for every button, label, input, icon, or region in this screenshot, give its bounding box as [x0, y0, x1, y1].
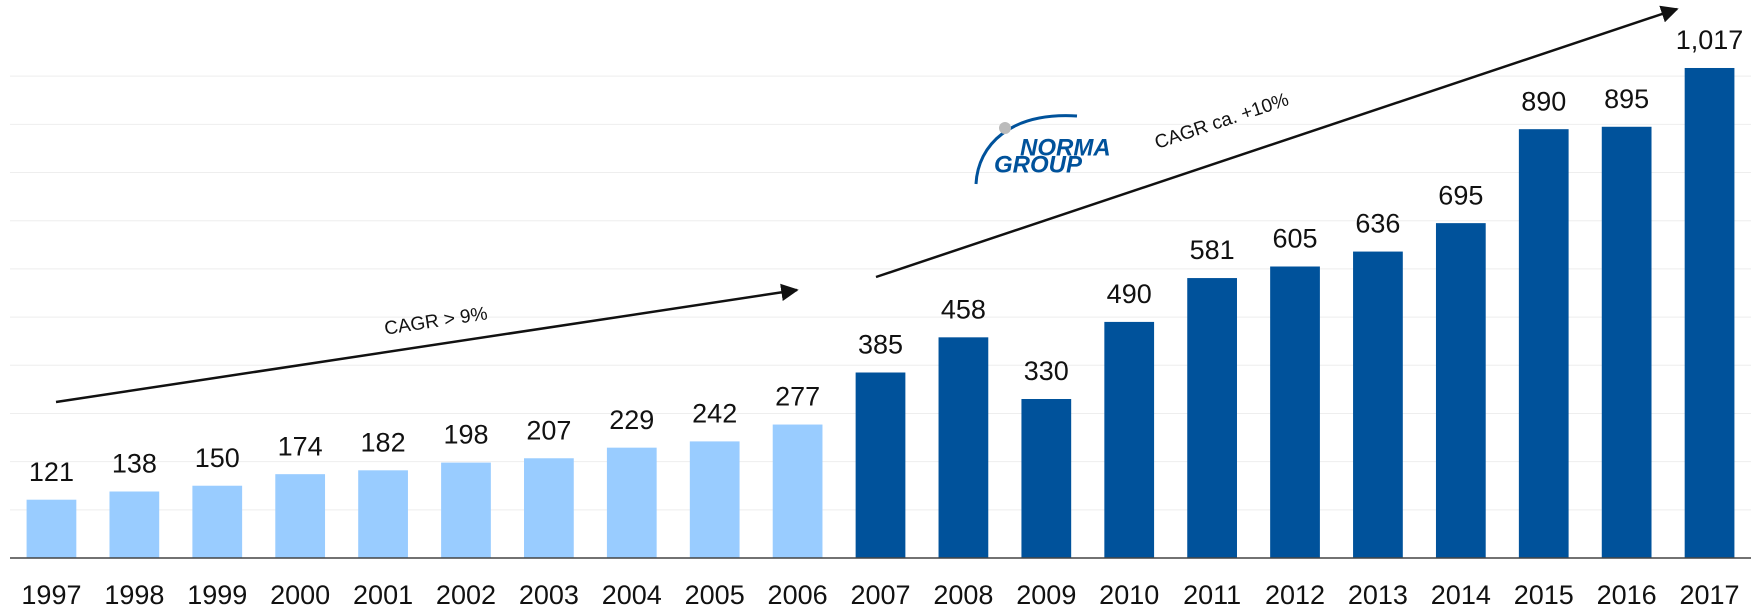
x-tick-label: 1997: [21, 580, 81, 610]
bar: [358, 470, 408, 558]
bar: [1104, 321, 1155, 558]
bar: [275, 474, 326, 558]
value-label: 695: [1438, 180, 1483, 210]
value-label: 895: [1604, 84, 1649, 114]
x-tick-label: 2012: [1265, 580, 1325, 610]
x-tick-label: 2015: [1514, 580, 1574, 610]
x-tick-label: 2004: [602, 580, 662, 610]
x-tick-label: 2010: [1099, 580, 1159, 610]
bar: [1684, 67, 1735, 558]
value-label: 138: [112, 449, 157, 479]
bar: [772, 424, 823, 558]
x-tick-label: 1998: [104, 580, 164, 610]
bar: [855, 372, 906, 558]
value-label: 385: [858, 330, 903, 360]
logo: NORMA GROUP: [974, 114, 1111, 185]
bars: 121 1997 138 1998 150 1999 174 2000 182 2001 198 20…: [10, 25, 1751, 610]
x-tick-label: 2000: [270, 580, 330, 610]
value-label: 458: [941, 294, 986, 324]
bar: [1435, 223, 1486, 559]
bar: [938, 337, 989, 558]
bar: [1270, 266, 1320, 558]
value-label: 174: [278, 431, 323, 461]
logo-text: NORMA: [1020, 134, 1111, 161]
bar: [1518, 129, 1569, 558]
annotation: CAGR > 9%: [383, 303, 489, 339]
value-label: 605: [1272, 224, 1317, 254]
value-label: 330: [1024, 356, 1069, 386]
bar: [1353, 251, 1403, 558]
bar: [441, 462, 491, 558]
x-tick-label: 2016: [1597, 580, 1657, 610]
x-tick-label: 2014: [1431, 580, 1491, 610]
value-label: 490: [1107, 279, 1152, 309]
value-label: 636: [1355, 209, 1400, 239]
x-tick-label: 2017: [1680, 580, 1740, 610]
value-label: 242: [692, 399, 737, 429]
x-tick-label: 1999: [187, 580, 247, 610]
logo-dot: [999, 122, 1011, 134]
value-label: 890: [1521, 86, 1566, 116]
x-tick-label: 2006: [768, 580, 828, 610]
x-tick-label: 2007: [850, 580, 910, 610]
x-tick-label: 2005: [685, 580, 745, 610]
x-tick-label: 2001: [353, 580, 413, 610]
value-label: 277: [775, 382, 820, 412]
value-label: 1,017: [1676, 25, 1744, 55]
bar: [109, 491, 160, 558]
x-tick-label: 2011: [1183, 580, 1241, 610]
value-label: 150: [195, 443, 240, 473]
bar: [689, 441, 740, 558]
x-tick-label: 2009: [1016, 580, 1076, 610]
x-tick-label: 2002: [436, 580, 496, 610]
bar: [26, 499, 77, 558]
logo-text: GROUP: [994, 151, 1083, 178]
x-tick-label: 2013: [1348, 580, 1408, 610]
arrow: [55, 283, 799, 404]
value-label: 581: [1190, 235, 1235, 265]
x-tick-label: 2008: [933, 580, 993, 610]
value-label: 229: [609, 405, 654, 435]
bar: [606, 447, 657, 558]
value-label: 121: [29, 457, 74, 487]
value-label: 182: [361, 427, 406, 457]
bar: [1187, 278, 1237, 558]
arrow: [875, 5, 1679, 279]
bar: [524, 458, 574, 558]
bar: [1021, 399, 1072, 558]
logo-arc: [974, 114, 1078, 185]
bar: [192, 485, 243, 558]
bar: [1601, 126, 1652, 558]
value-label: 198: [443, 420, 488, 450]
x-tick-label: 2003: [519, 580, 579, 610]
value-label: 207: [526, 415, 571, 445]
